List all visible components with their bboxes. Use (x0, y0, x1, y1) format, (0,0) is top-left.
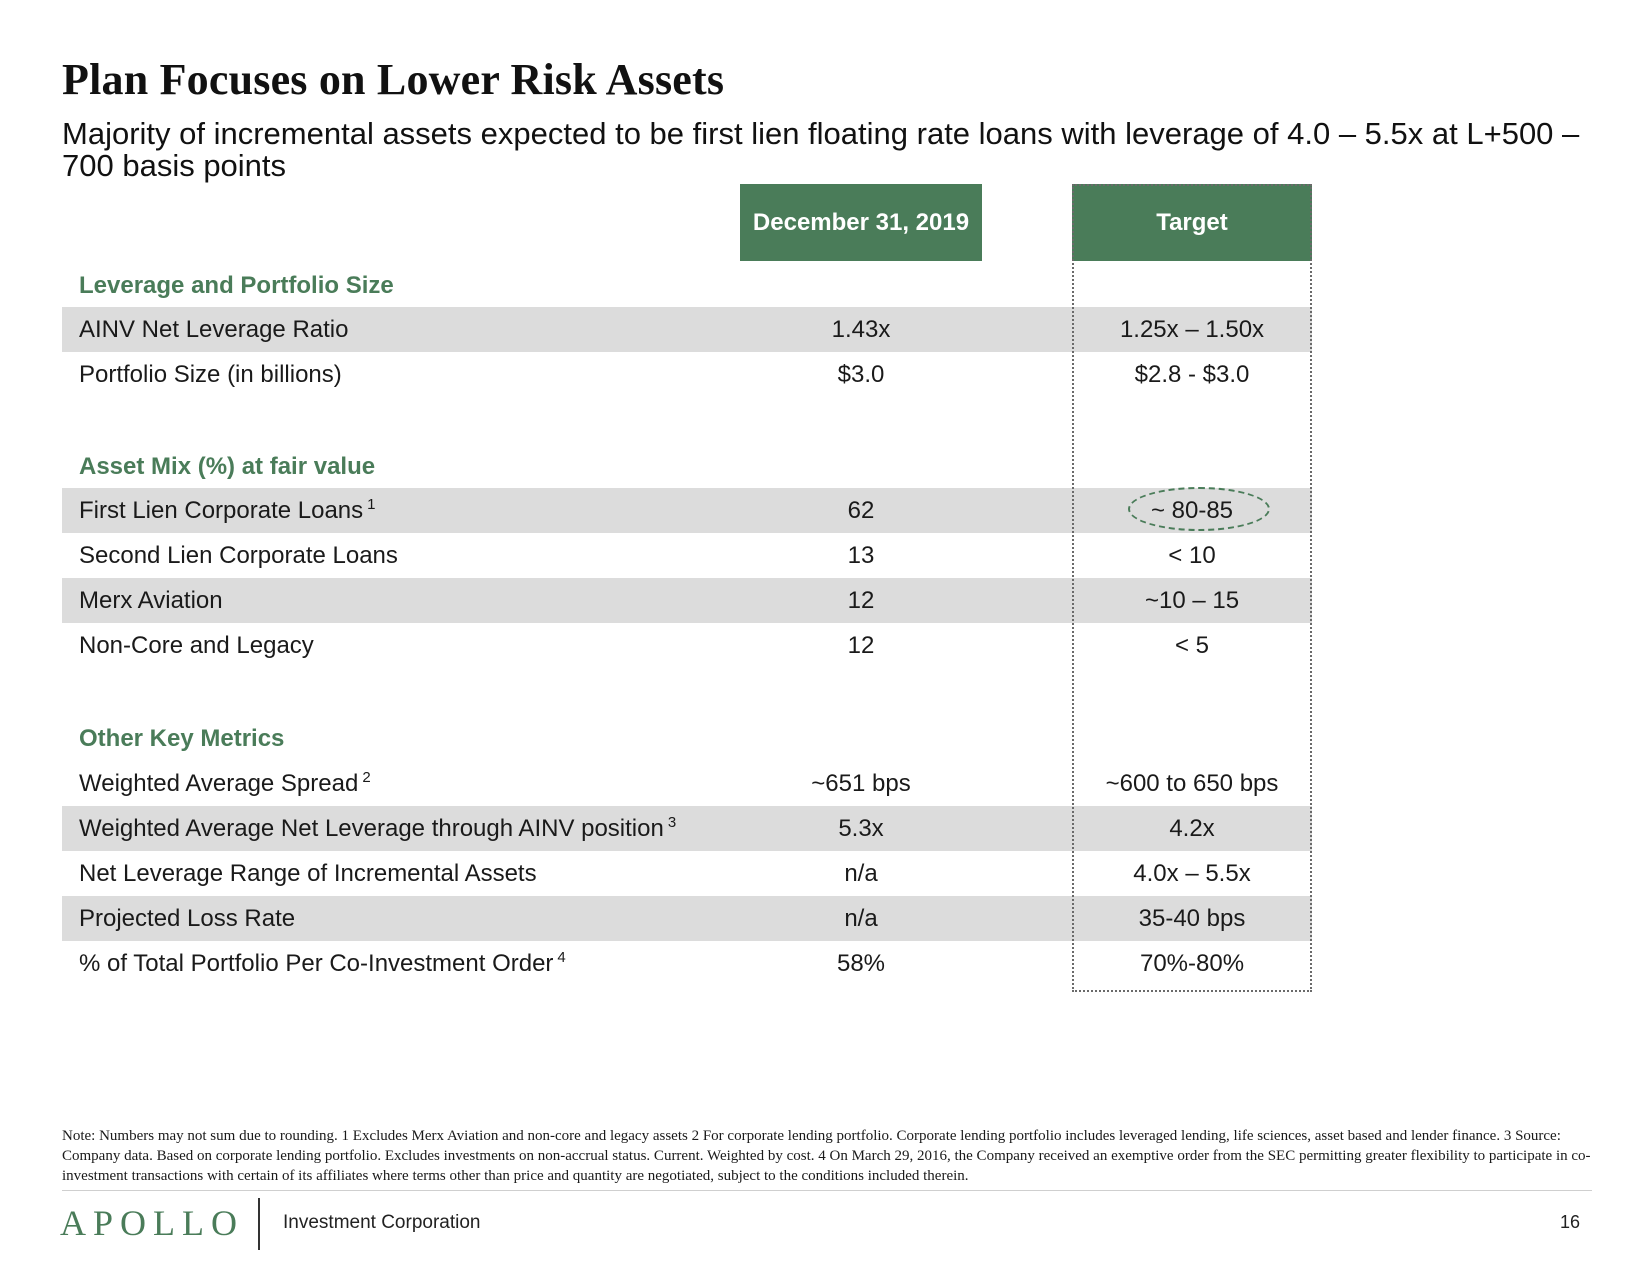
table-row: AINV Net Leverage Ratio 1.43x 1.25x – 1.… (62, 307, 1312, 352)
row-label: Weighted Average Spread 2 (79, 769, 371, 797)
row-label: Portfolio Size (in billions) (79, 361, 342, 388)
value-target: 4.2x (1169, 815, 1215, 842)
page-subtitle: Majority of incremental assets expected … (62, 116, 1580, 183)
value-target: < 10 (1168, 542, 1216, 569)
section-leverage-heading: Leverage and Portfolio Size (79, 272, 394, 299)
logo-separator (258, 1198, 260, 1250)
table-row: % of Total Portfolio Per Co-Investment O… (62, 941, 1312, 986)
table-row: Weighted Average Spread 2 ~651 bps ~600 t… (62, 761, 1312, 806)
value-target: 35-40 bps (1138, 905, 1246, 932)
footnote-marker: 2 (362, 769, 371, 786)
value-target: 1.25x – 1.50x (1119, 316, 1265, 343)
value-2019: 62 (847, 497, 875, 524)
column-header-target: Target (1072, 184, 1312, 261)
value-2019: 12 (847, 632, 875, 659)
table-row: Merx Aviation 12 ~10 – 15 (62, 578, 1312, 623)
value-2019: 12 (847, 587, 875, 614)
apollo-logo: APOLLO (60, 1203, 244, 1243)
section-asset-mix-heading: Asset Mix (%) at fair value (79, 453, 376, 480)
row-label: Weighted Average Net Leverage through AI… (79, 814, 677, 842)
column-header-december-2019: December 31, 2019 (740, 184, 982, 261)
row-label: First Lien Corporate Loans 1 (79, 496, 376, 524)
value-target: $2.8 - $3.0 (1134, 361, 1250, 388)
value-2019: $3.0 (837, 361, 885, 388)
value-2019: ~651 bps (811, 770, 911, 797)
footnote-text: Note: Numbers may not sum due to roundin… (62, 1128, 1591, 1184)
value-2019: 13 (847, 542, 875, 569)
row-label: % of Total Portfolio Per Co-Investment O… (79, 949, 566, 977)
value-target: 70%-80% (1139, 950, 1245, 977)
table-row: Non-Core and Legacy 12 < 5 (62, 623, 1312, 668)
footnote-marker: 1 (367, 496, 376, 513)
column-header-label: December 31, 2019 (752, 209, 970, 236)
column-header-label: Target (1156, 209, 1228, 236)
row-label: Non-Core and Legacy (79, 632, 314, 659)
value-target: ~10 – 15 (1144, 587, 1240, 614)
section-other-metrics-heading: Other Key Metrics (79, 725, 285, 752)
page-title: Plan Focuses on Lower Risk Assets (62, 55, 725, 104)
row-label: Projected Loss Rate (79, 905, 296, 932)
table-row: Projected Loss Rate n/a 35-40 bps (62, 896, 1312, 941)
table-row: Second Lien Corporate Loans 13 < 10 (62, 533, 1312, 578)
value-target: 4.0x – 5.5x (1133, 860, 1251, 887)
value-2019: 58% (836, 950, 886, 977)
highlight-ellipse (1128, 487, 1270, 531)
value-2019: n/a (844, 860, 878, 887)
row-label: Merx Aviation (79, 587, 223, 614)
company-name: Investment Corporation (283, 1212, 481, 1233)
table-row: Net Leverage Range of Incremental Assets… (62, 851, 1312, 896)
table-row: Weighted Average Net Leverage through AI… (62, 806, 1312, 851)
page-number: 16 (1560, 1212, 1581, 1232)
value-target: ~600 to 650 bps (1105, 770, 1279, 797)
value-target: < 5 (1174, 632, 1210, 659)
row-label: Second Lien Corporate Loans (79, 542, 398, 569)
value-2019: 1.43x (831, 316, 891, 343)
value-2019: n/a (844, 905, 878, 932)
footnote-marker: 4 (557, 949, 566, 966)
row-label: Net Leverage Range of Incremental Assets (79, 860, 537, 887)
footer-divider (62, 1190, 1592, 1191)
table-row: Portfolio Size (in billions) $3.0 $2.8 -… (62, 352, 1312, 397)
table-row: First Lien Corporate Loans 1 62 ~ 80-85 (62, 488, 1312, 533)
row-label: AINV Net Leverage Ratio (79, 316, 349, 343)
footnote-marker: 3 (667, 814, 677, 831)
value-2019: 5.3x (838, 815, 884, 842)
